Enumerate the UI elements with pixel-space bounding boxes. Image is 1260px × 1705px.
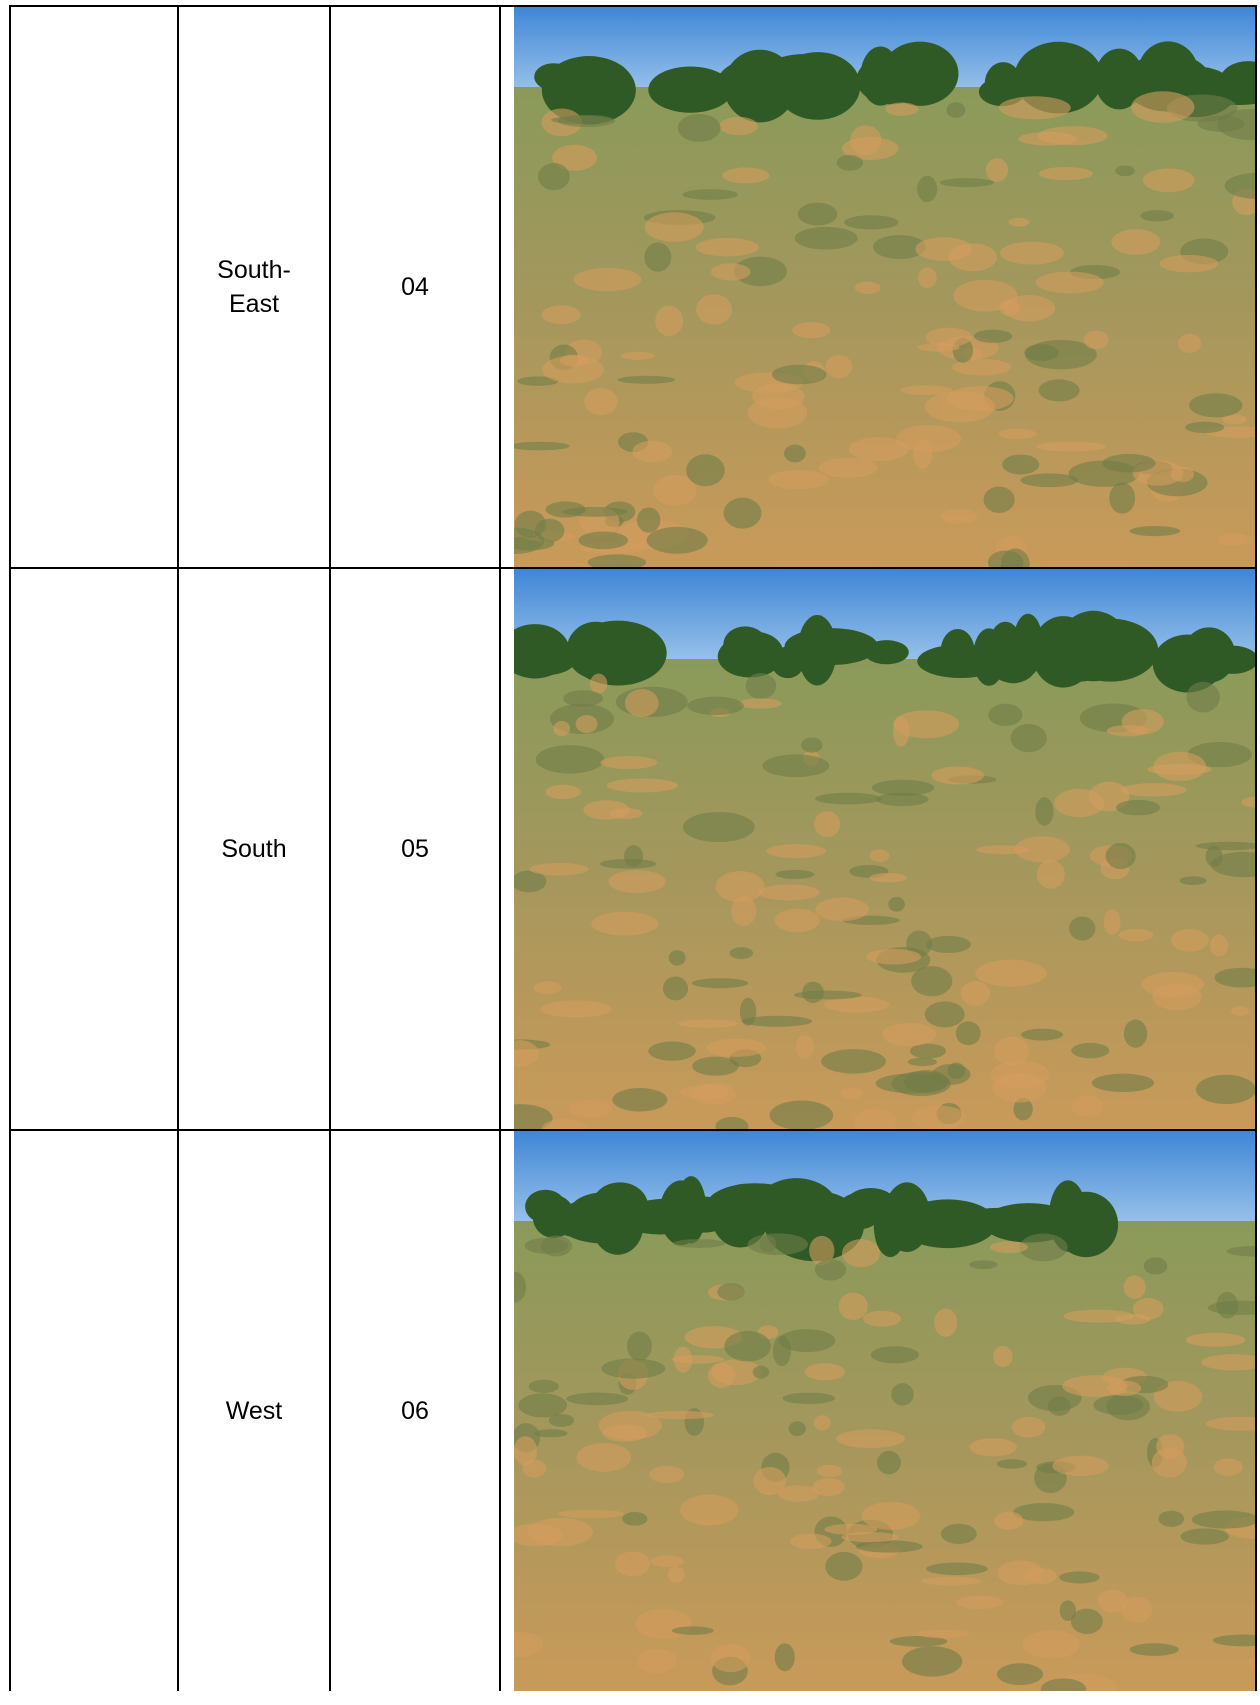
number-cell: 05 <box>329 569 499 1129</box>
photo-number: 06 <box>401 1396 429 1425</box>
direction-cell: West <box>177 1131 329 1691</box>
direction: South <box>221 835 287 863</box>
empty-cell <box>9 569 177 1129</box>
direction-cell: South <box>177 569 329 1129</box>
table-row: South-East 04 <box>9 5 1257 567</box>
site-photo <box>514 1131 1255 1691</box>
photo-number: 05 <box>401 834 429 863</box>
table-row: West 06 <box>9 1129 1257 1691</box>
site-photo <box>514 569 1255 1129</box>
number-cell: 06 <box>329 1131 499 1691</box>
photo-number: 04 <box>401 272 429 301</box>
photo-table: South-East 04 South 05 West 06 <box>9 5 1257 1705</box>
direction-cell: South-East <box>177 7 329 567</box>
direction: South-East <box>217 256 291 318</box>
empty-cell <box>9 7 177 567</box>
site-photo <box>514 7 1255 567</box>
photo-cell <box>499 7 1257 567</box>
direction: West <box>225 1397 283 1425</box>
table-row: South 05 <box>9 567 1257 1129</box>
number-cell: 04 <box>329 7 499 567</box>
empty-cell <box>9 1131 177 1691</box>
photo-cell <box>499 569 1257 1129</box>
photo-cell <box>499 1131 1257 1691</box>
